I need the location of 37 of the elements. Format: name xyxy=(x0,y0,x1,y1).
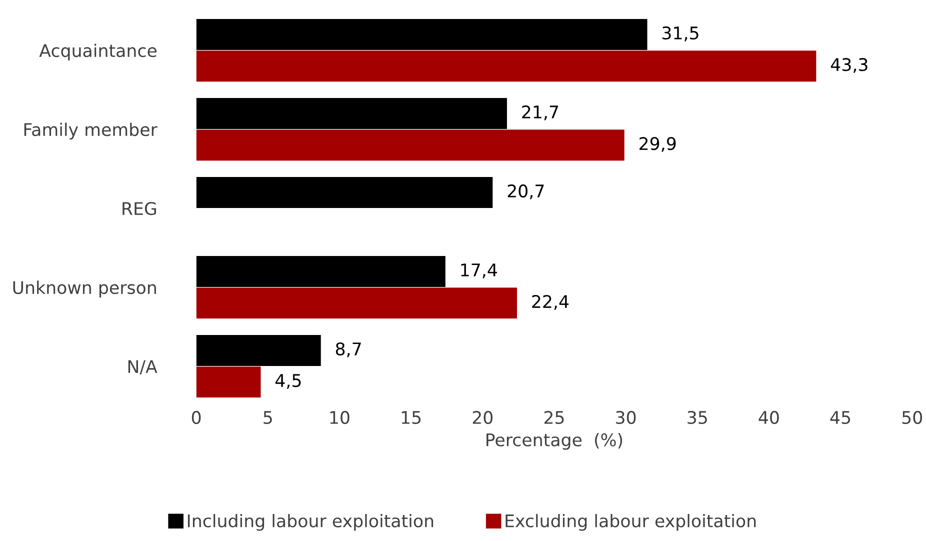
x-tick-label: 50 xyxy=(902,410,922,424)
bar xyxy=(196,130,624,161)
y-tick-label: Family member xyxy=(24,122,158,140)
legend-label: Including labour exploitation xyxy=(188,514,434,531)
bar xyxy=(196,256,446,287)
x-tick-label: 35 xyxy=(688,410,707,424)
y-tick-label: N/A xyxy=(128,360,158,374)
y-tick-label: REG xyxy=(122,202,156,216)
data-label: 22,4 xyxy=(532,294,569,310)
bar xyxy=(196,98,507,129)
x-tick-label: 5 xyxy=(264,411,272,424)
x-tick-label: 40 xyxy=(758,410,779,424)
x-tick-label: 30 xyxy=(616,410,636,424)
bar xyxy=(196,288,517,319)
x-tick-label: 0 xyxy=(192,410,201,424)
y-tick-label: Acquaintance xyxy=(39,44,156,61)
bar xyxy=(196,177,493,208)
data-label: 20,7 xyxy=(508,184,544,200)
bar xyxy=(196,50,816,82)
bar xyxy=(196,19,648,50)
bar xyxy=(196,334,321,366)
legend-label: Excluding labour exploitation xyxy=(506,514,756,531)
data-label: 21,7 xyxy=(522,105,558,120)
data-label: 43,3 xyxy=(830,58,868,73)
y-tick-label: Unknown person xyxy=(13,280,156,298)
x-tick-label: 10 xyxy=(330,410,350,424)
x-axis-title: Percentage (%) xyxy=(486,432,622,450)
x-tick-label: 15 xyxy=(402,411,421,424)
data-label: 8,7 xyxy=(336,342,361,358)
x-tick-label: 45 xyxy=(830,411,850,424)
x-tick-label: 20 xyxy=(472,410,493,424)
data-label: 31,5 xyxy=(662,26,698,42)
x-tick-label: 25 xyxy=(544,410,564,424)
bar xyxy=(196,366,261,398)
data-label: 17,4 xyxy=(461,264,497,278)
data-label: 4,5 xyxy=(275,374,301,389)
data-label: 29,9 xyxy=(640,137,676,152)
